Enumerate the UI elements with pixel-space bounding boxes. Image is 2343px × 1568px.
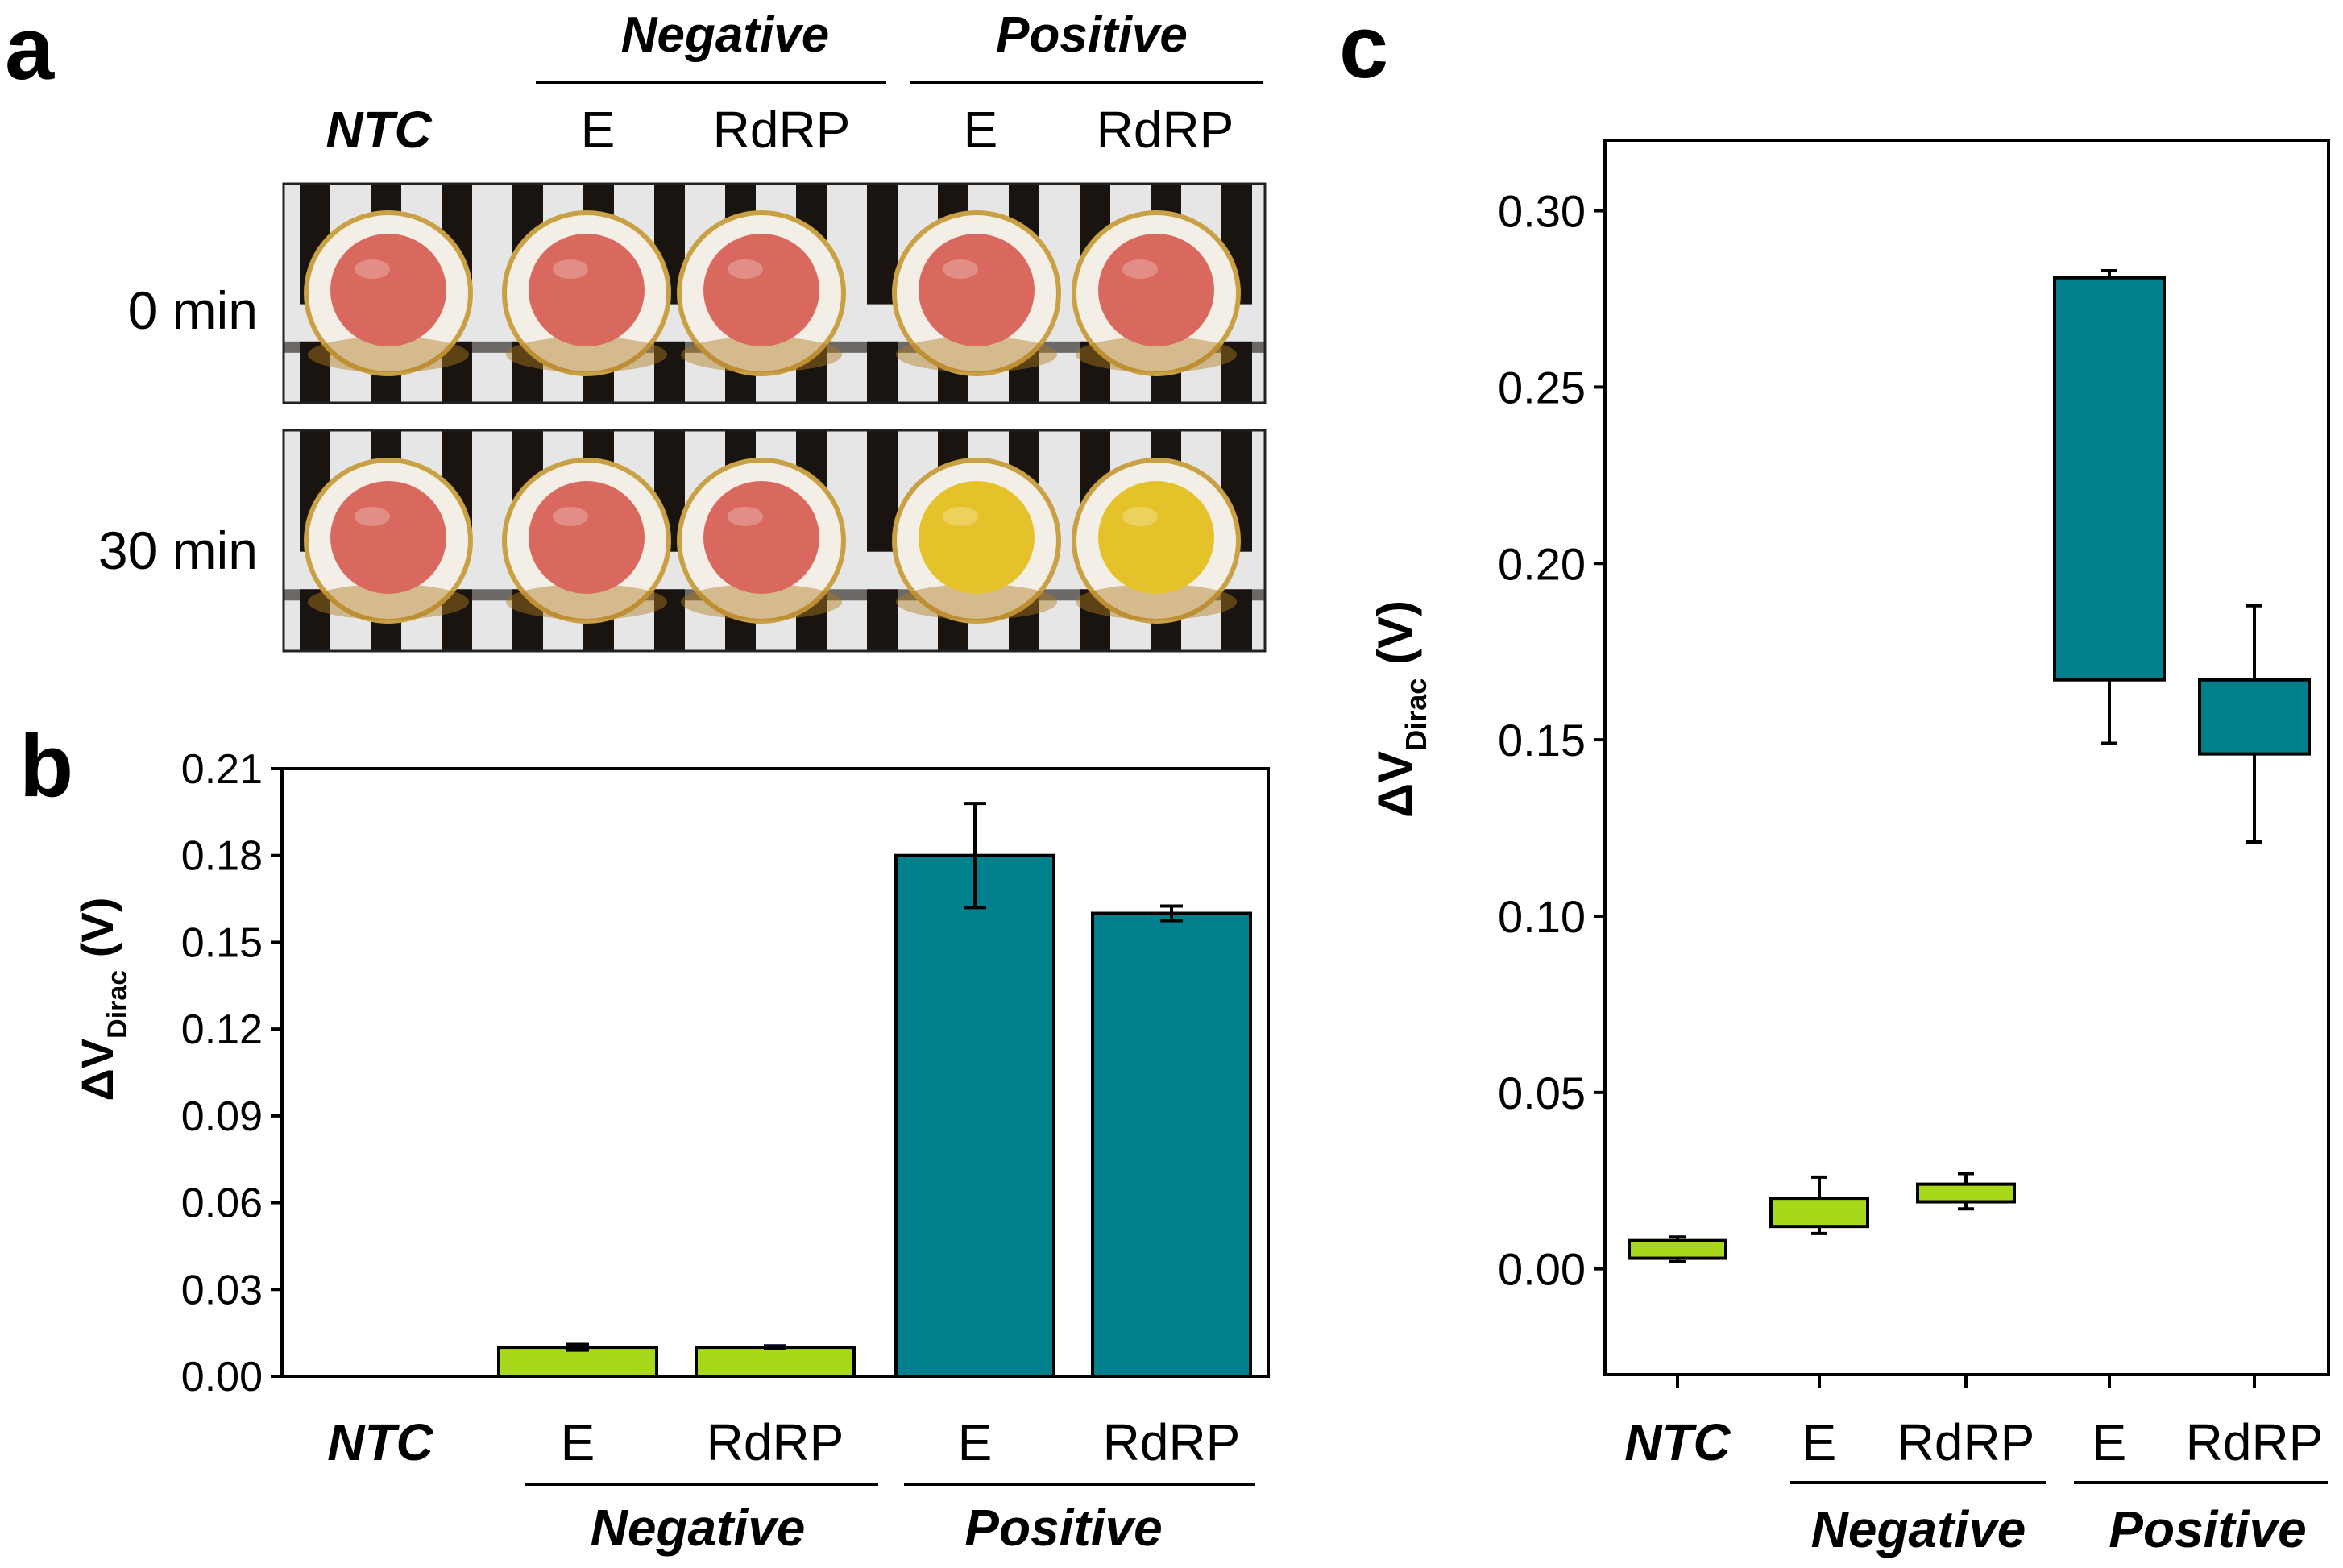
well-highlight bbox=[1122, 507, 1158, 526]
well-amber-edge bbox=[681, 337, 842, 372]
chart-b: 0.00 0.03 0.06 0.09 0.12 0.15 0.18 0.21 ΔVDirac … bbox=[72, 746, 1270, 1557]
photo-frame bbox=[282, 429, 1267, 653]
well-amber-edge bbox=[1076, 584, 1237, 620]
chart-c-ytick-label: 0.20 bbox=[1498, 538, 1586, 589]
chart-c-xtick-label: E bbox=[1802, 1413, 1837, 1471]
chart-c-ytick-label: 0.25 bbox=[1498, 362, 1586, 413]
well-fill-pink bbox=[703, 234, 819, 346]
photo-frame bbox=[282, 182, 1267, 404]
chart-c-box-4 bbox=[2198, 678, 2311, 756]
chart-c-ytick-label: 0.00 bbox=[1498, 1244, 1586, 1295]
panel-a-neg-e-label: E bbox=[581, 101, 616, 159]
panel-c-letter: c bbox=[1339, 0, 1388, 97]
well-fill-pink bbox=[529, 481, 645, 594]
well-fill-pink bbox=[330, 234, 446, 346]
well-fill-yellow bbox=[1098, 481, 1214, 594]
chart-c-ytick-label: 0.15 bbox=[1498, 715, 1586, 765]
well-fill-pink bbox=[919, 234, 1035, 346]
panel-a-pos-rdrp-label: RdRP bbox=[1097, 101, 1234, 159]
panel-a-negative-label: Negative bbox=[621, 7, 829, 63]
well-highlight bbox=[355, 507, 390, 526]
chart-b-xtick-label: RdRP bbox=[1103, 1413, 1241, 1471]
well-highlight bbox=[553, 507, 588, 526]
well-highlight bbox=[553, 259, 588, 279]
chart-b-ytick-label: 0.03 bbox=[181, 1267, 263, 1313]
well-amber-edge bbox=[1076, 337, 1237, 372]
chart-b-ytick-label: 0.06 bbox=[181, 1180, 263, 1227]
chart-b-ylabel: ΔVDirac (V) bbox=[72, 898, 133, 1101]
chart-b-ytick-label: 0.21 bbox=[181, 746, 263, 793]
chart-c-xtick-label: RdRP bbox=[1897, 1413, 2035, 1471]
chart-b-xtick-label: E bbox=[561, 1413, 595, 1471]
panel-a-letter: a bbox=[5, 0, 55, 98]
chart-b-ytick-label: 0.09 bbox=[181, 1093, 263, 1140]
chart-c-box-0 bbox=[1628, 1238, 1727, 1260]
chart-c-box-3 bbox=[2053, 276, 2166, 682]
chart-c-xtick-label: RdRP bbox=[2186, 1413, 2324, 1471]
panel-a-positive-label: Positive bbox=[996, 7, 1188, 63]
well-highlight bbox=[355, 259, 390, 279]
chart-c-positive-label: Positive bbox=[2109, 1500, 2306, 1558]
well-fill-yellow bbox=[919, 481, 1035, 594]
chart-b-ytick-label: 0.18 bbox=[181, 833, 263, 880]
chart-b-ytick-label: 0.15 bbox=[181, 919, 263, 966]
well-amber-edge bbox=[308, 584, 469, 620]
well-highlight bbox=[728, 259, 763, 279]
chart-c-ytick-label: 0.30 bbox=[1498, 186, 1586, 237]
chart-c-box-1 bbox=[1769, 1197, 1869, 1229]
chart-b-xtick-label: NTC bbox=[327, 1413, 433, 1471]
row-label-30min: 30 min bbox=[98, 521, 258, 580]
chart-b-negative-label: Negative bbox=[591, 1499, 806, 1557]
panel-a-pos-e-label: E bbox=[964, 101, 998, 159]
chart-b-xtick-label: RdRP bbox=[707, 1413, 844, 1471]
chart-c-box-2 bbox=[1916, 1182, 2016, 1204]
well-fill-pink bbox=[703, 481, 819, 594]
well-fill-pink bbox=[529, 234, 645, 346]
photo-strips bbox=[282, 182, 1267, 653]
chart-b-ytick-label: 0.00 bbox=[181, 1354, 263, 1400]
well-fill-pink bbox=[1098, 234, 1214, 346]
well-amber-edge bbox=[896, 337, 1057, 372]
chart-b-xtick-label: E bbox=[958, 1413, 993, 1471]
row-label-0min: 0 min bbox=[128, 280, 258, 340]
chart-c-ytick-label: 0.10 bbox=[1498, 891, 1586, 942]
panel-a-ntc-label: NTC bbox=[326, 101, 432, 159]
well-amber-edge bbox=[308, 337, 469, 372]
well-highlight bbox=[943, 259, 978, 279]
chart-c: 0.00 0.05 0.10 0.15 0.20 0.25 0.30 ΔVDirac (V) N… bbox=[1368, 139, 2330, 1558]
chart-c-xtick-label: NTC bbox=[1624, 1413, 1731, 1471]
well-highlight bbox=[728, 507, 763, 526]
well-highlight bbox=[943, 507, 978, 526]
chart-c-xtick-label: E bbox=[2092, 1413, 2127, 1471]
panel-a-neg-rdrp-label: RdRP bbox=[713, 101, 851, 159]
chart-b-ytick-label: 0.12 bbox=[181, 1006, 263, 1053]
well-amber-edge bbox=[681, 584, 842, 620]
chart-b-bar-2 bbox=[695, 1346, 856, 1378]
well-highlight bbox=[1122, 259, 1158, 279]
chart-b-positive-label: Positive bbox=[964, 1499, 1162, 1557]
photo-strip-1 bbox=[282, 429, 1267, 653]
chart-b-bar-4 bbox=[1091, 911, 1252, 1378]
photo-strip-0 bbox=[282, 182, 1267, 404]
chart-c-negative-label: Negative bbox=[1811, 1500, 2026, 1558]
well-fill-pink bbox=[330, 481, 446, 594]
chart-c-ytick-label: 0.05 bbox=[1498, 1068, 1586, 1118]
well-amber-edge bbox=[506, 584, 667, 620]
well-amber-edge bbox=[506, 337, 667, 372]
well-amber-edge bbox=[896, 584, 1057, 620]
panel-b-letter: b bbox=[19, 716, 73, 815]
chart-b-bar-3 bbox=[894, 853, 1055, 1378]
chart-c-ylabel: ΔVDirac (V) bbox=[1368, 600, 1433, 818]
